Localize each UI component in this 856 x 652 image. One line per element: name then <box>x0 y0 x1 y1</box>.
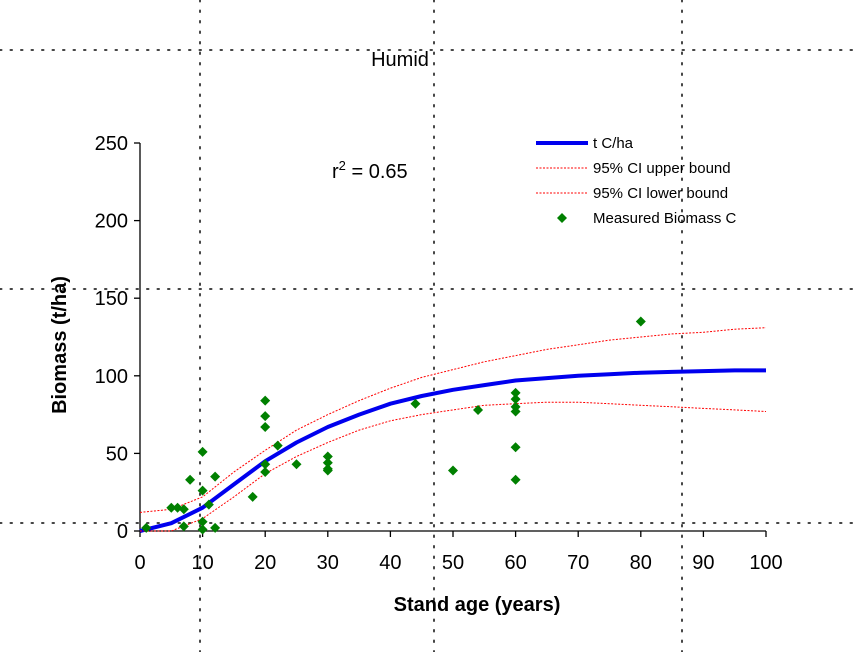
legend-label: Measured Biomass C <box>593 210 737 227</box>
x-tick-label: 20 <box>254 552 276 574</box>
data-point <box>197 485 208 496</box>
data-point <box>322 451 333 462</box>
data-point <box>272 440 283 451</box>
data-point <box>260 411 271 422</box>
y-tick-label: 0 <box>117 521 128 543</box>
data-point <box>260 422 271 433</box>
data-point <box>510 442 521 453</box>
r-squared-value: = 0.65 <box>346 161 408 183</box>
data-point <box>203 499 214 510</box>
data-point <box>197 446 208 457</box>
data-point <box>322 463 333 474</box>
data-point <box>473 404 484 415</box>
x-axis-label: Stand age (years) <box>394 594 561 616</box>
legend: t C/ha 95% CI upper bound 95% CI lower bou… <box>536 135 737 227</box>
legend-label: 95% CI lower bound <box>593 185 728 202</box>
data-point <box>635 316 646 327</box>
data-point <box>260 467 271 478</box>
plot-area <box>139 316 767 535</box>
legend-marker <box>557 213 567 223</box>
data-point <box>178 521 189 532</box>
y-tick-label: 100 <box>95 366 128 388</box>
data-point <box>448 465 458 476</box>
data-point <box>510 474 521 485</box>
y-tick-label: 150 <box>95 288 128 310</box>
x-tick-label: 10 <box>191 552 213 574</box>
data-point <box>178 504 189 515</box>
data-point <box>510 394 521 405</box>
y-axis-label: Biomass (t/ha) <box>49 276 71 414</box>
x-tick-label: 70 <box>567 552 589 574</box>
x-tick-label: 100 <box>749 552 782 574</box>
x-tick-label: 30 <box>317 552 339 574</box>
r-squared-superscript: 2 <box>339 158 346 173</box>
y-tick-label: 250 <box>95 133 128 155</box>
x-tick-label: 50 <box>442 552 464 574</box>
x-tick-label: 90 <box>692 552 714 574</box>
data-point <box>410 398 421 409</box>
series-line-0 <box>139 368 766 533</box>
data-point <box>197 524 208 535</box>
data-point <box>510 387 521 398</box>
data-point <box>260 395 271 406</box>
y-tick-label: 200 <box>95 211 128 233</box>
x-tick-label: 80 <box>630 552 652 574</box>
axes <box>134 142 767 537</box>
x-tick-label: 60 <box>504 552 526 574</box>
data-point <box>166 502 177 513</box>
r-squared-prefix: r <box>332 161 339 183</box>
r-squared-annotation: r2 = 0.65 <box>332 158 408 183</box>
legend-label: t C/ha <box>593 135 634 152</box>
legend-label: 95% CI upper bound <box>593 160 731 177</box>
series-line-1 <box>139 327 767 513</box>
data-point <box>510 401 521 412</box>
tick-labels: 0 50 100 150 200 250 0 10 20 30 40 50 60 70 80 90 100 <box>95 133 783 574</box>
y-tick-label: 50 <box>106 443 128 465</box>
data-point <box>260 459 271 470</box>
chart-title: Humid <box>371 49 429 71</box>
data-point <box>322 457 333 468</box>
x-tick-label: 40 <box>379 552 401 574</box>
data-point <box>197 516 208 527</box>
data-point <box>185 474 196 485</box>
data-point <box>247 491 258 502</box>
data-point <box>210 522 221 533</box>
x-tick-label: 0 <box>134 552 145 574</box>
data-point <box>210 471 221 482</box>
data-point <box>291 459 302 470</box>
data-point <box>141 522 152 533</box>
series-line-2 <box>140 401 767 532</box>
